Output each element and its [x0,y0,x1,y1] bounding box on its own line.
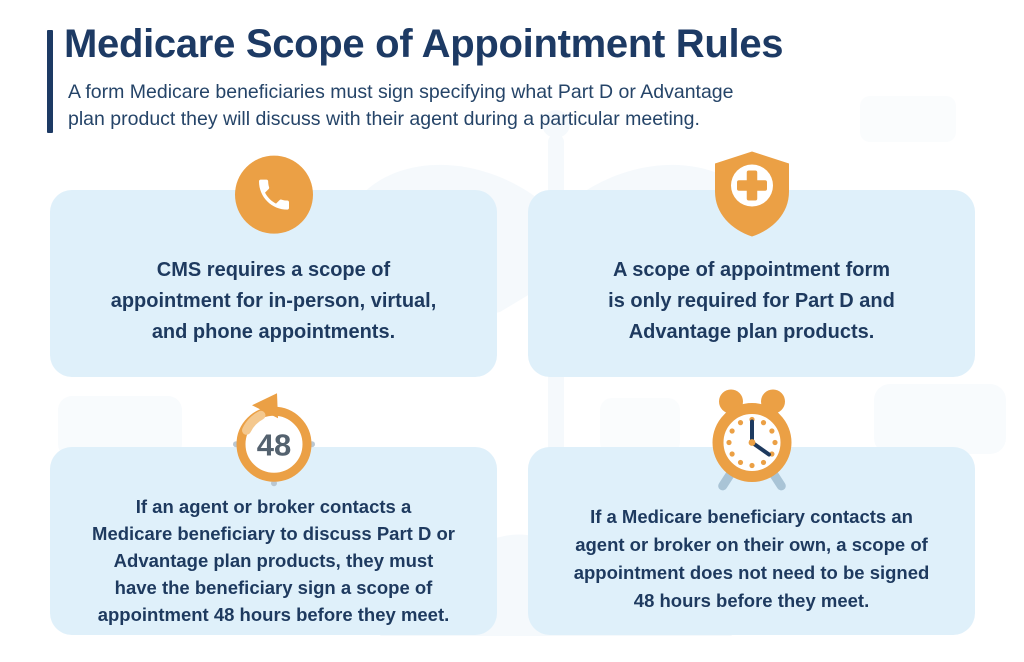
card-text-agent-initiated: If an agent or broker contacts a Medicar… [92,495,455,625]
page-title: Medicare Scope of Appointment Rules [64,22,784,66]
timer-48-label: 48 [256,427,290,462]
card-beneficiary-initiated: If a Medicare beneficiary contacts an ag… [528,389,975,635]
timer-48-icon: 48 [226,392,322,488]
phone-icon [234,155,313,234]
shield-cross-icon [711,150,793,238]
phone-icon-badge [234,155,313,234]
alarm-clock-icon [696,387,808,495]
card-text-beneficiary-initiated: If a Medicare beneficiary contacts an ag… [573,506,930,611]
card-text-cms-channels: CMS requires a scope of appointment for … [110,259,437,343]
card-form-products: A scope of appointment form is only requ… [528,151,975,377]
card-cms-channels: CMS requires a scope of appointment for … [50,155,497,377]
page-subtitle: A form Medicare beneficiaries must sign … [68,81,734,130]
card-text-form-products: A scope of appointment form is only requ… [608,259,895,343]
card-agent-initiated: 48 If an agent or broker contacts a Medi… [50,393,497,635]
title-accent-bar [47,30,53,133]
